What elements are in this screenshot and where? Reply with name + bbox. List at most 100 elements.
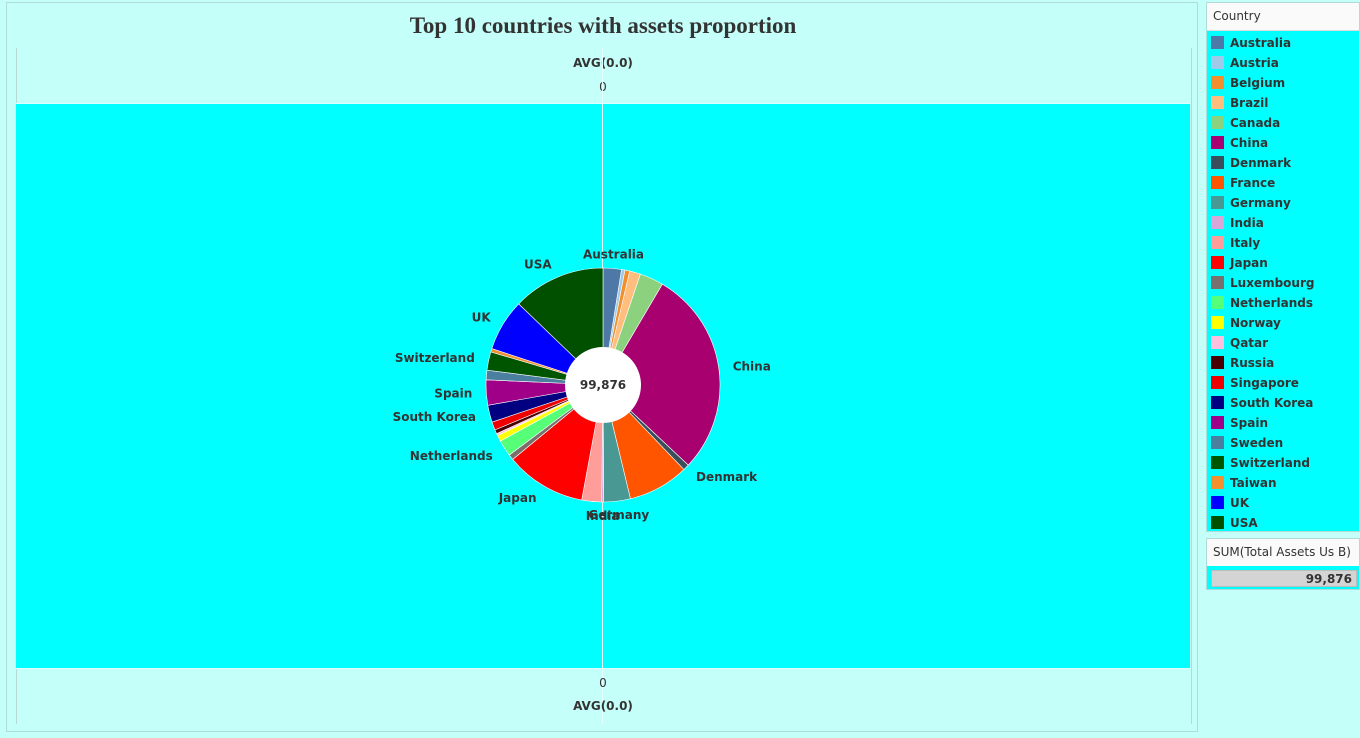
legend-label: Spain bbox=[1230, 416, 1268, 430]
legend-item-russia[interactable]: Russia bbox=[1207, 353, 1357, 373]
legend-swatch bbox=[1211, 196, 1224, 209]
slice-label-uk: UK bbox=[472, 311, 492, 325]
legend-item-switzerland[interactable]: Switzerland bbox=[1207, 453, 1357, 473]
legend-item-singapore[interactable]: Singapore bbox=[1207, 373, 1357, 393]
size-legend-value: 99,876 bbox=[1305, 572, 1352, 586]
legend-label: Switzerland bbox=[1230, 456, 1310, 470]
legend-label: Netherlands bbox=[1230, 296, 1314, 310]
legend-item-india[interactable]: India bbox=[1207, 213, 1357, 233]
legend-title: Country bbox=[1207, 3, 1359, 31]
slice-label-south-korea: South Korea bbox=[393, 410, 476, 424]
legend-item-south-korea[interactable]: South Korea bbox=[1207, 393, 1357, 413]
legend-item-austria[interactable]: Austria bbox=[1207, 53, 1357, 73]
legend-swatch bbox=[1211, 376, 1224, 389]
legend-swatch bbox=[1211, 176, 1224, 189]
legend-item-norway[interactable]: Norway bbox=[1207, 313, 1357, 333]
slice-label-germany: Germany bbox=[588, 508, 649, 522]
legend-swatch bbox=[1211, 416, 1224, 429]
donut-hole bbox=[565, 347, 641, 423]
legend-item-usa[interactable]: USA bbox=[1207, 513, 1357, 533]
legend-item-japan[interactable]: Japan bbox=[1207, 253, 1357, 273]
legend-item-belgium[interactable]: Belgium bbox=[1207, 73, 1357, 93]
legend-label: Belgium bbox=[1230, 76, 1286, 90]
legend-label: South Korea bbox=[1230, 396, 1314, 410]
legend-label: Denmark bbox=[1230, 156, 1292, 170]
legend-item-brazil[interactable]: Brazil bbox=[1207, 93, 1357, 113]
legend-label: Taiwan bbox=[1230, 476, 1277, 490]
chart-title: Top 10 countries with assets proportion bbox=[409, 13, 797, 38]
legend-item-china[interactable]: China bbox=[1207, 133, 1357, 153]
slice-label-spain: Spain bbox=[434, 387, 472, 401]
bottom-axis-tick: 0 bbox=[599, 676, 607, 690]
legend-label: Luxembourg bbox=[1230, 276, 1315, 290]
legend-swatch bbox=[1211, 496, 1224, 509]
legend-item-canada[interactable]: Canada bbox=[1207, 113, 1357, 133]
legend-item-france[interactable]: France bbox=[1207, 173, 1357, 193]
legend-item-qatar[interactable]: Qatar bbox=[1207, 333, 1357, 353]
legend-item-australia[interactable]: Australia bbox=[1207, 33, 1357, 53]
pie-slice-china[interactable] bbox=[602, 283, 721, 466]
legend-label: Canada bbox=[1230, 116, 1281, 130]
legend-swatch bbox=[1211, 296, 1224, 309]
slice-label-usa: USA bbox=[524, 258, 552, 272]
legend-item-germany[interactable]: Germany bbox=[1207, 193, 1357, 213]
color-legend: Country Australia Austria Belgium Brazil Can… bbox=[1206, 2, 1360, 532]
donut-center-label: 99,876 bbox=[580, 378, 626, 392]
legend-label: India bbox=[1230, 216, 1264, 230]
legend-item-spain[interactable]: Spain bbox=[1207, 413, 1357, 433]
legend-swatch bbox=[1211, 456, 1224, 469]
legend-swatch bbox=[1211, 116, 1224, 129]
slice-label-switzerland: Switzerland bbox=[395, 351, 475, 365]
legend-swatch bbox=[1211, 236, 1224, 249]
legend-label: Japan bbox=[1230, 256, 1268, 270]
legend-label: Germany bbox=[1230, 196, 1291, 210]
legend-label: Norway bbox=[1230, 316, 1281, 330]
legend-swatch bbox=[1211, 516, 1224, 529]
legend-label: Brazil bbox=[1230, 96, 1269, 110]
legend-item-sweden[interactable]: Sweden bbox=[1207, 433, 1357, 453]
legend-label: France bbox=[1230, 176, 1276, 190]
legend-item-taiwan[interactable]: Taiwan bbox=[1207, 473, 1357, 493]
size-legend-title: SUM(Total Assets Us B) bbox=[1207, 539, 1359, 566]
slice-label-japan: Japan bbox=[498, 491, 537, 505]
legend-label: USA bbox=[1230, 516, 1258, 530]
size-legend-bar: 99,876 bbox=[1211, 570, 1357, 587]
legend-label: Australia bbox=[1230, 36, 1292, 50]
legend-label: Sweden bbox=[1230, 436, 1284, 450]
legend-swatch bbox=[1211, 56, 1224, 69]
legend-item-uk[interactable]: UK bbox=[1207, 493, 1357, 513]
slice-label-netherlands: Netherlands bbox=[410, 449, 493, 463]
legend-swatch bbox=[1211, 256, 1224, 269]
slice-label-denmark: Denmark bbox=[696, 470, 758, 484]
legend-item-italy[interactable]: Italy bbox=[1207, 233, 1357, 253]
bottom-axis-title: AVG(0.0) bbox=[573, 699, 633, 713]
legend-swatch bbox=[1211, 356, 1224, 369]
legend-swatch bbox=[1211, 216, 1224, 229]
legend-label: UK bbox=[1230, 496, 1250, 510]
legend-swatch bbox=[1211, 336, 1224, 349]
legend-item-luxembourg[interactable]: Luxembourg bbox=[1207, 273, 1357, 293]
legend-swatch bbox=[1211, 156, 1224, 169]
legend-swatch bbox=[1211, 96, 1224, 109]
legend-label: Qatar bbox=[1230, 336, 1269, 350]
legend-label: Italy bbox=[1230, 236, 1261, 250]
slice-label-china: China bbox=[733, 360, 771, 374]
legend-swatch bbox=[1211, 276, 1224, 289]
legend-swatch bbox=[1211, 316, 1224, 329]
legend-label: Singapore bbox=[1230, 376, 1299, 390]
legend-swatch bbox=[1211, 136, 1224, 149]
legend-item-denmark[interactable]: Denmark bbox=[1207, 153, 1357, 173]
legend-item-netherlands[interactable]: Netherlands bbox=[1207, 293, 1357, 313]
legend-label: Russia bbox=[1230, 356, 1275, 370]
legend-swatch bbox=[1211, 436, 1224, 449]
legend-label: Austria bbox=[1230, 56, 1279, 70]
legend-label: China bbox=[1230, 136, 1269, 150]
slice-label-australia: Australia bbox=[583, 247, 644, 261]
legend-swatch bbox=[1211, 476, 1224, 489]
top-axis-title: AVG(0.0) bbox=[573, 56, 633, 70]
legend-swatch bbox=[1211, 36, 1224, 49]
legend-swatch bbox=[1211, 76, 1224, 89]
size-legend: SUM(Total Assets Us B) 99,876 bbox=[1206, 538, 1360, 590]
